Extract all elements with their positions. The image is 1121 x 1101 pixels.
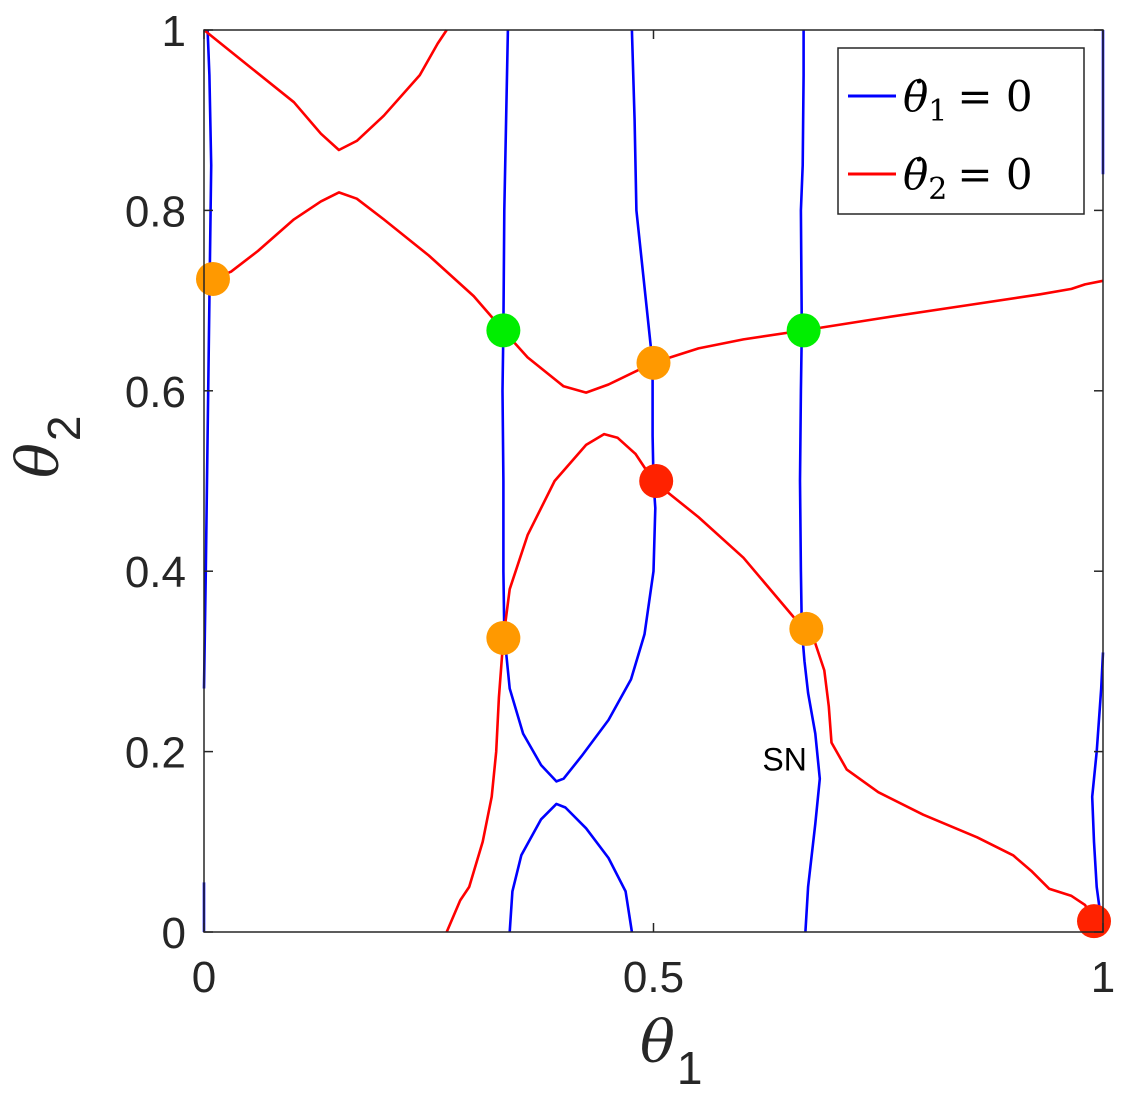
y-axis-label: θ2: [4, 415, 90, 478]
y-tick-label-3: 0.6: [125, 368, 186, 417]
x-axis-label: θ1: [640, 1008, 703, 1094]
y-tick-label-1: 0.2: [125, 729, 186, 778]
x-tick-label-2: 1: [1091, 953, 1115, 1002]
equilibrium-point-4: [786, 313, 821, 348]
nullcline-1-segment-4: [508, 802, 634, 933]
equilibrium-point-5: [639, 464, 674, 498]
legend-box: [837, 47, 1085, 215]
nullcline-2-segment-2: [203, 191, 1104, 394]
y-tick-label-5: 1: [162, 7, 186, 56]
y-tick-label-0: 0: [162, 909, 186, 958]
nullcline-1-segment-5: [798, 30, 822, 933]
x-tick-label-1: 0.5: [623, 953, 684, 1002]
sn-annotation: SN: [762, 742, 806, 778]
nullcline-2-segment-1: [203, 28, 448, 152]
x-tick-label-0: 0: [192, 953, 216, 1002]
nullcline-1-segment-6: [1090, 652, 1105, 933]
equilibrium-point-2: [486, 313, 521, 348]
equilibrium-point-6: [486, 620, 521, 655]
legend-label-theta2: θ̇2 = 0: [903, 150, 1033, 207]
y-tick-label-4: 0.8: [125, 187, 186, 236]
equilibrium-point-3: [636, 345, 671, 380]
equilibrium-point-1: [195, 261, 230, 296]
nullcline-1-segment-1: [202, 29, 213, 689]
equilibrium-point-8: [1077, 904, 1112, 939]
y-tick-label-2: 0.4: [125, 548, 186, 597]
tick-labels: 0 0.5 1 0 0.2 0.4 0.6 0.8 1: [125, 7, 1115, 1002]
legend-label-theta1: θ̇1 = 0: [903, 72, 1033, 129]
nullcline-1-segment-3: [501, 29, 657, 783]
legend: θ̇1 = 0 θ̇2 = 0: [837, 47, 1085, 215]
equilibrium-point-7: [789, 611, 824, 646]
axis-ticks: [203, 29, 1104, 933]
nullcline-2-segment-3: [445, 432, 1096, 933]
